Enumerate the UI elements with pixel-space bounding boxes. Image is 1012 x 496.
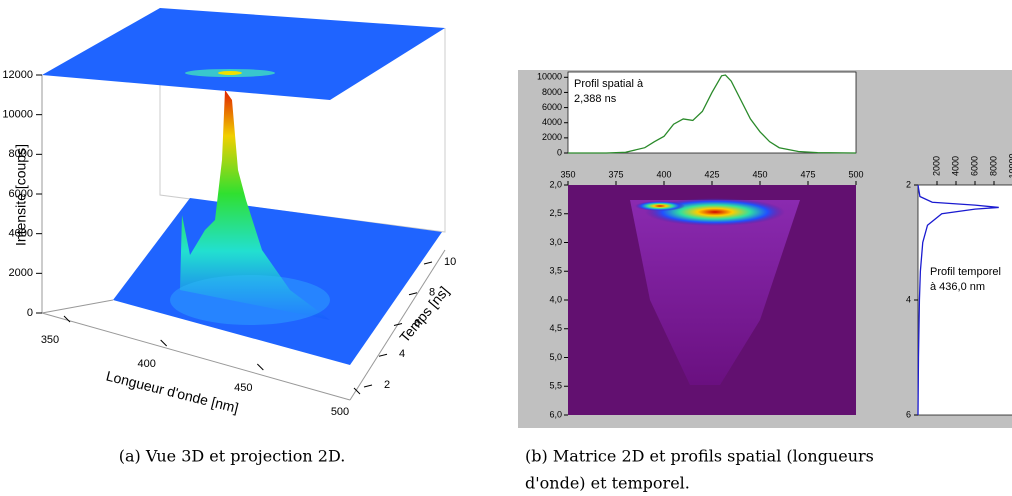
x-tick-label: 500 (331, 406, 349, 418)
top-plane (42, 8, 445, 100)
y-tick-label: 4 (399, 348, 405, 360)
x-tick-label: 350 (41, 334, 59, 346)
x-tick-label: 400 (137, 358, 155, 370)
y-tick (393, 323, 403, 326)
y-tick-label: 2,0 (549, 179, 562, 189)
x-tick (353, 387, 361, 395)
x-tick-label: 450 (752, 169, 767, 179)
x-tick-label: 425 (704, 169, 719, 179)
annotation: à 436,0 nm (930, 281, 985, 293)
x-tick-label: 400 (656, 169, 671, 179)
y-tick-label: 10 (444, 256, 456, 268)
annotation: Profil temporel (930, 266, 1001, 278)
matrix-hotspot (635, 201, 685, 211)
y-tick-label: 6 (414, 317, 420, 329)
y-tick-label: 3,0 (549, 237, 562, 247)
x-tick-label: 475 (800, 169, 815, 179)
annotation: 2,388 ns (574, 93, 617, 105)
z-tick-label: 6000 (9, 188, 33, 200)
z-axis-label: Intensité [coups] (13, 144, 29, 246)
x-tick-label: 350 (560, 169, 575, 179)
y-tick-label: 8 (429, 287, 435, 299)
intensity-tick-label: 8000 (988, 156, 998, 176)
surface-3d (41, 8, 446, 401)
x-tick (63, 315, 71, 323)
time-tick-label: 4 (906, 294, 911, 304)
y-tick-label: 4000 (542, 117, 562, 127)
y-tick-label: 0 (557, 147, 562, 157)
y-tick (363, 384, 373, 388)
y-tick (378, 353, 388, 357)
z-tick-label: 4000 (9, 228, 33, 240)
intensity-tick-label: 6000 (969, 156, 979, 176)
caption-line: d'onde) et temporel. (525, 474, 690, 493)
z-tick-label: 0 (27, 307, 33, 319)
temporal-line (917, 184, 999, 416)
x-tick-label: 375 (608, 169, 623, 179)
caption: (a) Vue 3D et projection 2D. (119, 447, 346, 466)
y-tick-label: 10000 (537, 72, 562, 82)
y-tick-label: 5,5 (549, 381, 562, 391)
box-edge (41, 312, 351, 401)
temporal-frame (917, 184, 1012, 416)
z-tick-label: 8000 (9, 148, 33, 160)
y-tick (423, 261, 433, 265)
y-tick-label: 6000 (542, 102, 562, 112)
intensity-tick-label: 4000 (950, 156, 960, 176)
y-tick-label: 2000 (542, 132, 562, 142)
intensity-tick-label: 10000 (1007, 153, 1012, 178)
y-tick-label: 6,0 (549, 409, 562, 419)
time-tick-label: 6 (906, 409, 911, 419)
spatial-frame (567, 71, 857, 154)
time-tick-label: 2 (906, 179, 911, 189)
x-tick (160, 339, 168, 347)
x-tick-label: 500 (848, 169, 863, 179)
peak (180, 90, 330, 320)
spatial-line (568, 74, 857, 154)
matrix-cone (630, 200, 800, 385)
y-tick (408, 292, 418, 296)
z-tick-label: 10000 (2, 109, 33, 121)
y-tick-label: 3,5 (549, 266, 562, 276)
y-tick-label: 5,0 (549, 352, 562, 362)
intensity-tick-label: 2000 (931, 156, 941, 176)
x-axis-label: Longueur d'onde [nm] (105, 368, 241, 416)
z-tick-label: 12000 (2, 69, 33, 81)
caption-line: (b) Matrice 2D et profils spatial (longu… (525, 447, 874, 466)
y-tick-label: 2,5 (549, 208, 562, 218)
box-edge (41, 75, 114, 314)
spread (170, 275, 330, 325)
y-tick-label: 8000 (542, 87, 562, 97)
y-tick-label: 2 (384, 379, 390, 391)
x-tick (256, 363, 264, 371)
x-tick-label: 450 (234, 382, 252, 394)
y-tick-label: 4,5 (549, 323, 562, 333)
y-tick-label: 4,0 (549, 294, 562, 304)
projection-hotspot (218, 71, 242, 75)
annotation: Profil spatial à (574, 78, 644, 90)
z-tick-label: 2000 (9, 267, 33, 279)
